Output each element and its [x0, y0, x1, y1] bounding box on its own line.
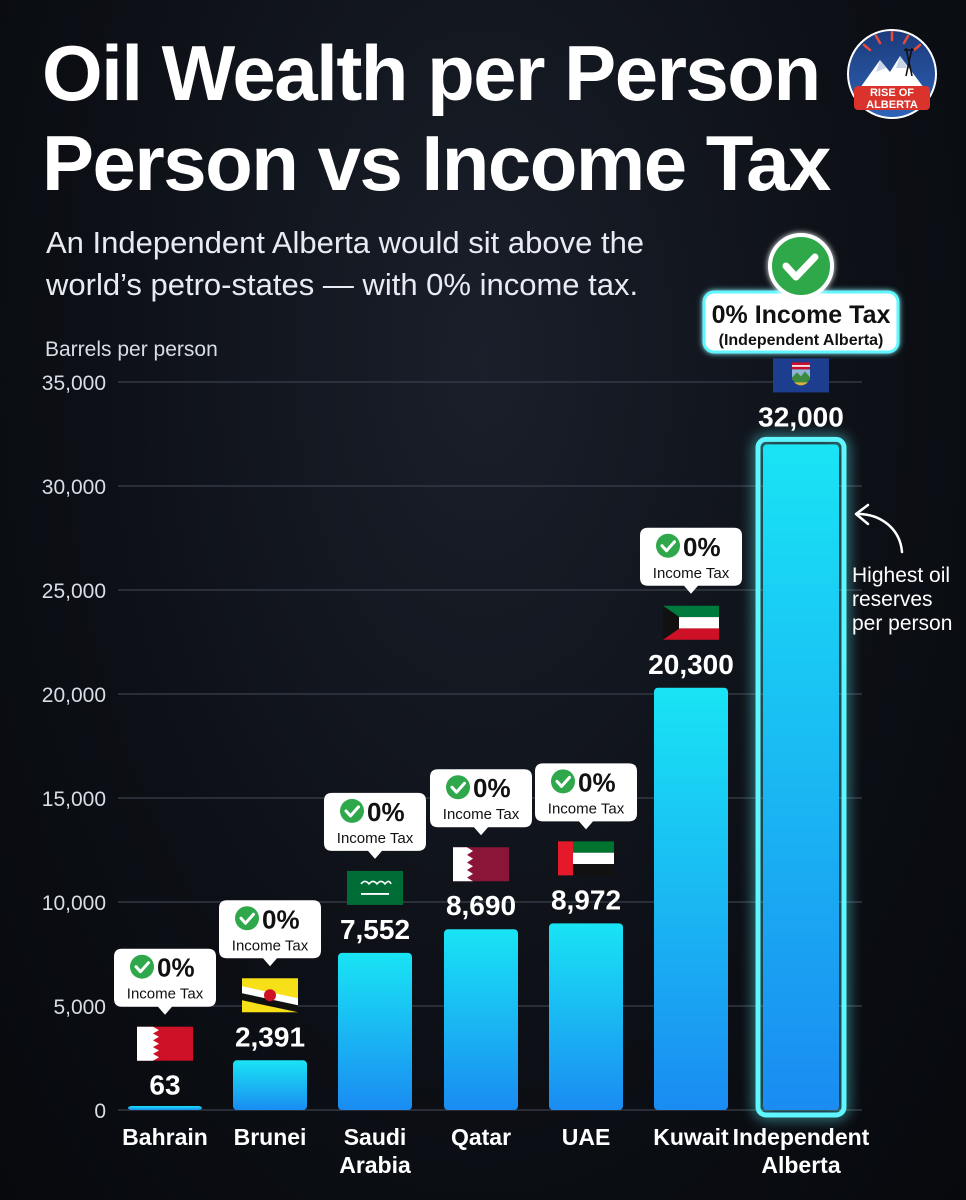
bahrain-flag: [137, 1026, 193, 1061]
category-label: Kuwait: [653, 1124, 729, 1150]
brunei-flag: [242, 978, 298, 1013]
annotation-text: reserves: [852, 588, 933, 611]
category-label: Alberta: [761, 1152, 840, 1178]
check-icon: [446, 775, 470, 800]
checkmark-icon: [450, 781, 466, 794]
bar: [233, 1060, 307, 1110]
y-tick-label: 0: [94, 1100, 106, 1123]
alberta-flag: [773, 358, 829, 393]
rise-of-alberta-logo: RISE OF ALBERTA: [847, 29, 937, 119]
logo-text-line-1: RISE OF: [870, 87, 914, 99]
check-icon: [656, 533, 680, 558]
category-label: Bahrain: [122, 1124, 208, 1150]
y-tick-label: 5,000: [53, 996, 106, 1019]
value-label: 2,391: [235, 1021, 305, 1052]
checkmark-icon: [344, 805, 360, 818]
bars: [128, 436, 847, 1118]
category-label: Brunei: [234, 1124, 307, 1150]
bar: [654, 687, 728, 1110]
subtitle-line-1: An Independent Alberta would sit above t…: [46, 225, 645, 260]
bar: [763, 444, 839, 1110]
badge-text: Income Tax: [127, 986, 204, 1003]
category-label: Arabia: [339, 1152, 411, 1178]
kuwait-flag: [663, 605, 719, 640]
y-tick-label: 10,000: [42, 892, 106, 915]
title-line-2: Person vs Income Tax: [42, 119, 831, 207]
highlight-badge: 0% Income Tax (Independent Alberta): [702, 233, 900, 354]
check-icon: [130, 954, 154, 979]
y-tick-label: 15,000: [42, 788, 106, 811]
income-tax-badge: 0% Income Tax: [324, 792, 426, 859]
badge-text: Income Tax: [337, 830, 414, 847]
income-tax-badge: 0% Income Tax: [535, 763, 637, 830]
value-label: 8,690: [446, 890, 516, 921]
qatar-flag: [453, 847, 509, 882]
checkmark-icon: [239, 912, 255, 925]
highlight-badge-subtitle: (Independent Alberta): [719, 332, 884, 349]
logo-text-line-2: ALBERTA: [866, 99, 918, 111]
value-label: 32,000: [758, 401, 844, 432]
highlight-badge-title: 0% Income Tax: [712, 301, 891, 329]
annotation-text: per person: [852, 612, 952, 635]
big-checkmark-icon: [782, 253, 819, 281]
bar: [549, 923, 623, 1110]
y-tick-label: 35,000: [42, 372, 106, 395]
badge-text: Income Tax: [232, 937, 309, 954]
checkmark-icon: [660, 540, 676, 553]
bar: [338, 952, 412, 1110]
income-tax-badge: 0% Income Tax: [430, 769, 532, 836]
bar: [444, 929, 518, 1110]
chart-title: Oil Wealth per Person Person vs Income Ta…: [42, 28, 831, 208]
badge-text: Income Tax: [653, 565, 730, 582]
annotation-text: Highest oil: [852, 564, 950, 587]
badge-text: Income Tax: [443, 806, 520, 823]
y-tick-label: 25,000: [42, 580, 106, 603]
title-line-1: Oil Wealth per Person: [42, 29, 821, 117]
category-label: Saudi: [344, 1124, 407, 1150]
check-icon: [340, 798, 364, 823]
checkmark-icon: [134, 961, 150, 974]
y-axis-label: Barrels per person: [45, 338, 218, 361]
annotation-arrow-icon: [856, 512, 904, 554]
income-tax-badge: 0% Income Tax: [219, 900, 321, 967]
check-icon: [551, 769, 575, 794]
uae-flag: [558, 841, 614, 876]
checkmark-icon: [555, 775, 571, 788]
check-icon: [235, 906, 259, 931]
y-tick-label: 20,000: [42, 684, 106, 707]
big-check-icon: [768, 233, 834, 299]
value-label: 7,552: [340, 914, 410, 945]
value-label: 8,972: [551, 884, 621, 915]
badge-percent: 0%: [262, 904, 300, 934]
value-label: 20,300: [648, 649, 734, 680]
value-label: 63: [149, 1070, 180, 1101]
subtitle-line-2: world’s petro-states — with 0% income ta…: [46, 267, 639, 302]
category-label: Independent: [733, 1124, 870, 1150]
badge-percent: 0%: [683, 532, 721, 562]
badge-percent: 0%: [578, 767, 616, 797]
chart-subtitle: An Independent Alberta would sit above t…: [46, 222, 726, 306]
income-tax-badge: 0% Income Tax: [640, 527, 742, 594]
y-tick-label: 30,000: [42, 476, 106, 499]
bar: [128, 1106, 202, 1110]
badge-percent: 0%: [473, 773, 511, 803]
bar-highlight-glow: [755, 436, 847, 1118]
annotation-arrowhead-icon: [854, 503, 870, 526]
category-label: Qatar: [451, 1124, 511, 1150]
category-label: UAE: [562, 1124, 611, 1150]
badge-text: Income Tax: [548, 800, 625, 817]
income-tax-badge: 0% Income Tax: [114, 948, 216, 1015]
badge-percent: 0%: [157, 953, 195, 983]
saudi-arabia-flag: [347, 870, 403, 905]
badge-percent: 0%: [367, 797, 405, 827]
labels: 0 5,000 10,000 15,000 20,000 25,000 30,000 35,0…: [42, 233, 952, 1178]
